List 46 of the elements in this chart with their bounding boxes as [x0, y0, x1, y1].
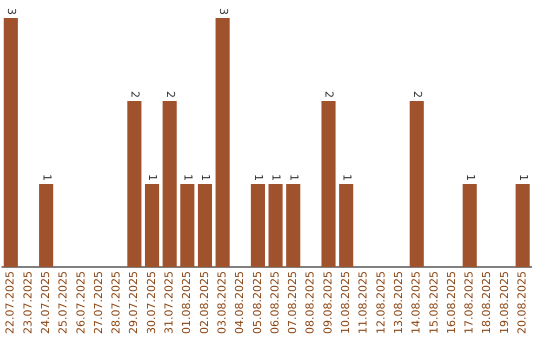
data-label: 1	[199, 174, 212, 182]
x-tick-label: 03.08.2025	[215, 271, 228, 334]
x-tick-label: 09.08.2025	[321, 271, 334, 334]
x-tick-label: 19.08.2025	[498, 271, 511, 334]
data-label: 2	[410, 91, 424, 98]
x-tick-label: 12.08.2025	[374, 271, 388, 334]
x-tick-label: 04.08.2025	[233, 271, 246, 334]
x-tick-label: 28.07.2025	[110, 271, 123, 334]
x-tick-label: 08.08.2025	[304, 271, 317, 334]
data-label: 1	[464, 174, 477, 182]
x-tick-label: 22.07.2025	[4, 271, 17, 334]
data-label: 2	[128, 91, 142, 98]
data-label: 1	[146, 174, 160, 182]
data-label: 3	[4, 8, 18, 15]
x-tick-label: 27.07.2025	[92, 271, 105, 334]
x-tick-label: 18.08.2025	[480, 271, 494, 334]
data-label: 2	[164, 91, 177, 98]
x-tick-label: 14.08.2025	[410, 271, 423, 334]
x-tick-label: 25.07.2025	[56, 271, 70, 334]
x-tick-label: 24.07.2025	[38, 271, 52, 334]
x-tick-label: 07.08.2025	[286, 271, 300, 334]
x-tick-label: 02.08.2025	[198, 271, 211, 334]
data-label: 1	[252, 174, 266, 182]
x-tick-label: 17.08.2025	[462, 271, 476, 334]
x-tick-label: 30.07.2025	[144, 271, 158, 334]
data-label: 1	[270, 174, 283, 182]
data-label: 1	[516, 174, 530, 182]
x-tick-label: 13.08.2025	[392, 271, 405, 334]
x-tick-label: 11.08.2025	[356, 271, 370, 334]
x-tick-label: 26.07.2025	[74, 271, 88, 334]
data-label: 1	[40, 174, 54, 182]
data-label: 1	[181, 174, 194, 182]
data-label: 1	[340, 174, 354, 182]
x-tick-label: 20.08.2025	[516, 271, 529, 334]
data-label: 1	[287, 174, 300, 182]
x-tick-label: 31.07.2025	[162, 271, 176, 334]
x-tick-label: 23.07.2025	[21, 271, 34, 334]
x-tick-label: 15.08.2025	[427, 271, 440, 334]
x-tick-label: 05.08.2025	[250, 271, 264, 334]
x-tick-label: 29.07.2025	[127, 271, 140, 334]
data-label: 2	[322, 91, 336, 98]
x-tick-label: 10.08.2025	[339, 271, 352, 334]
x-tick-label: 06.08.2025	[268, 271, 282, 334]
data-label: 3	[216, 8, 230, 15]
x-tick-label: 01.08.2025	[180, 271, 194, 334]
x-tick-label: 16.08.2025	[444, 271, 458, 334]
